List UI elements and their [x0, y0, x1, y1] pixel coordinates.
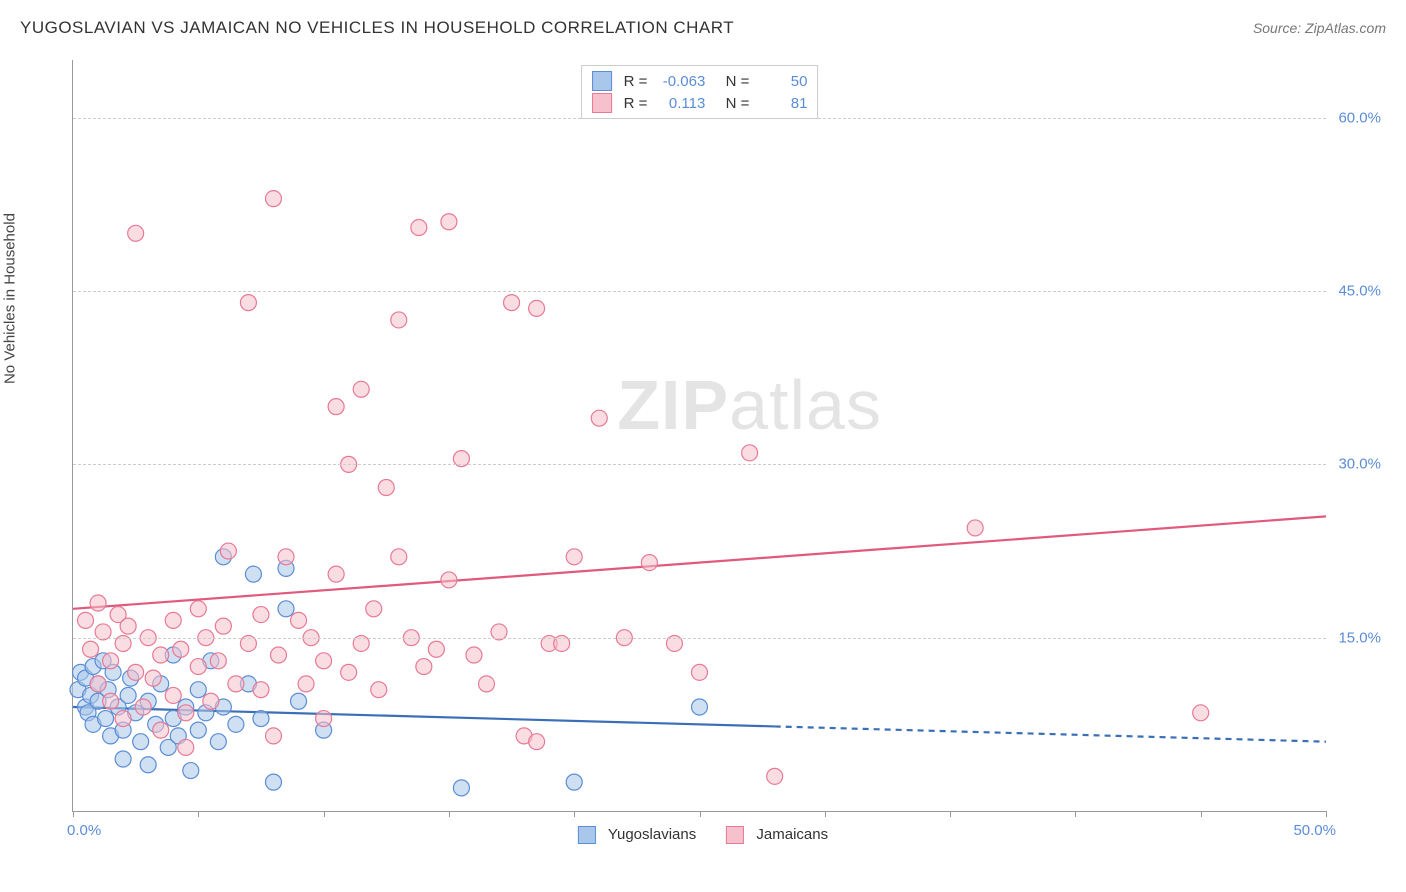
n-value-series-1: 50	[757, 73, 807, 90]
n-label: N =	[717, 73, 749, 90]
legend-label: Jamaicans	[756, 826, 828, 843]
x-axis-min-label: 0.0%	[67, 822, 101, 839]
chart-container: No Vehicles in Household R = -0.063 N = …	[20, 50, 1386, 872]
source-attribution: Source: ZipAtlas.com	[1253, 20, 1386, 36]
legend-swatch-jamaicans	[726, 826, 744, 844]
legend-swatch-series-1	[592, 71, 612, 91]
y-tick-label: 30.0%	[1338, 456, 1381, 473]
y-tick-label: 15.0%	[1338, 629, 1381, 646]
plot-area: R = -0.063 N = 50 R = 0.113 N = 81 ZIPat…	[72, 60, 1326, 812]
correlation-legend-row: R = 0.113 N = 81	[592, 92, 808, 114]
correlation-legend: R = -0.063 N = 50 R = 0.113 N = 81	[581, 65, 819, 119]
y-axis-label: No Vehicles in Household	[2, 213, 19, 384]
chart-header: YUGOSLAVIAN VS JAMAICAN NO VEHICLES IN H…	[20, 18, 1386, 38]
r-value-series-1: -0.063	[655, 73, 705, 90]
r-label: R =	[624, 95, 648, 112]
r-value-series-2: 0.113	[655, 95, 705, 112]
r-label: R =	[624, 73, 648, 90]
n-value-series-2: 81	[757, 95, 807, 112]
legend-swatch-yugoslavians	[578, 826, 596, 844]
n-label: N =	[717, 95, 749, 112]
legend-item: Jamaicans	[726, 826, 828, 844]
legend-item: Yugoslavians	[578, 826, 696, 844]
y-tick-label: 60.0%	[1338, 109, 1381, 126]
correlation-legend-row: R = -0.063 N = 50	[592, 70, 808, 92]
scatter-plot-svg	[73, 60, 1326, 811]
x-axis-max-label: 50.0%	[1293, 822, 1336, 839]
series-legend: Yugoslavians Jamaicans	[578, 826, 828, 844]
legend-label: Yugoslavians	[608, 826, 696, 843]
legend-swatch-series-2	[592, 93, 612, 113]
y-tick-label: 45.0%	[1338, 283, 1381, 300]
chart-title: YUGOSLAVIAN VS JAMAICAN NO VEHICLES IN H…	[20, 18, 734, 38]
